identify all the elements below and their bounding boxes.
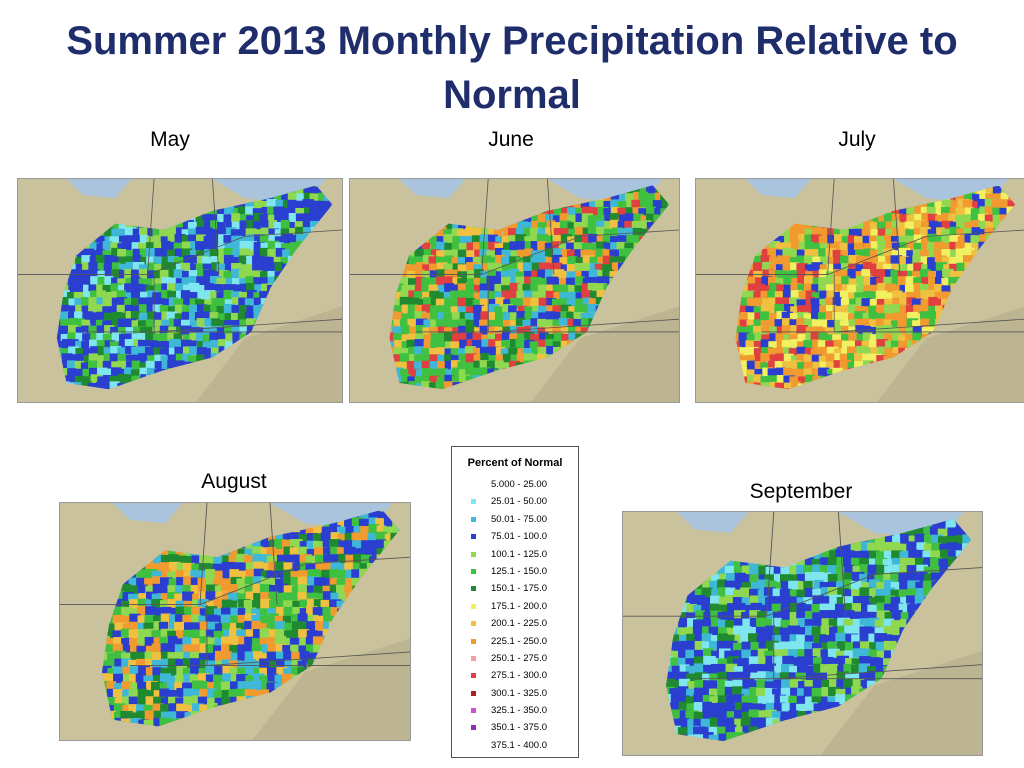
- legend-entry: 300.1 - 325.0: [452, 685, 578, 702]
- legend-swatch: [471, 499, 476, 505]
- legend-label: 75.01 - 100.0: [491, 531, 547, 543]
- legend-label: 325.1 - 350.0: [491, 705, 547, 717]
- legend-entry: 200.1 - 225.0: [452, 615, 578, 632]
- legend-swatch: [471, 551, 476, 557]
- legend-swatch: [471, 482, 476, 487]
- legend-swatch: [471, 742, 476, 748]
- legend-swatch: [471, 586, 476, 592]
- legend-label: 200.1 - 225.0: [491, 618, 547, 630]
- map-may: [17, 178, 343, 403]
- legend-swatch: [471, 638, 476, 644]
- legend-label: 50.01 - 75.00: [491, 513, 547, 525]
- legend-label: 250.1 - 275.0: [491, 652, 547, 664]
- legend-swatch: [471, 655, 476, 661]
- legend-swatch: [471, 673, 476, 679]
- legend-panel: Percent of Normal 5.000 - 25.00 25.01 - 5…: [451, 446, 579, 758]
- legend-label: 125.1 - 150.0: [491, 565, 547, 577]
- legend-entry: 275.1 - 300.0: [452, 667, 578, 684]
- legend-label: 350.1 - 375.0: [491, 722, 547, 734]
- legend-label: 5.000 - 25.00: [491, 479, 547, 490]
- map-september: [622, 511, 983, 756]
- legend-entry: 350.1 - 375.0: [452, 719, 578, 736]
- legend-title: Percent of Normal: [467, 457, 563, 469]
- legend-entry: 125.1 - 150.0: [452, 563, 578, 580]
- legend-swatch: [471, 534, 476, 540]
- legend-entry: 25.01 - 50.00: [452, 493, 578, 510]
- legend-swatch: [471, 603, 476, 609]
- month-label-june: June: [488, 128, 534, 151]
- legend-label: 100.1 - 125.0: [491, 548, 547, 560]
- month-label-july: July: [838, 128, 876, 151]
- map-july: [695, 178, 1024, 403]
- legend-entry: 225.1 - 250.0: [452, 633, 578, 650]
- legend-entry: 5.000 - 25.00: [452, 476, 578, 493]
- legend-entry: 75.01 - 100.0: [452, 528, 578, 545]
- legend-swatch: [471, 690, 476, 696]
- legend-entry: 100.1 - 125.0: [452, 546, 578, 563]
- legend-label: 225.1 - 250.0: [491, 635, 547, 647]
- legend-swatch: [471, 568, 476, 574]
- month-label-september: September: [749, 480, 853, 503]
- legend-entry: 150.1 - 175.0: [452, 580, 578, 597]
- map-august: [59, 502, 411, 741]
- legend-label: 300.1 - 325.0: [491, 687, 547, 699]
- legend-swatch: [471, 725, 476, 731]
- month-label-august: August: [201, 470, 267, 493]
- map-june: [349, 178, 680, 403]
- month-label-may: May: [150, 128, 190, 151]
- legend-entries: 5.000 - 25.00 25.01 - 50.00 50.01 - 75.00 7…: [452, 476, 578, 754]
- legend-entry: 250.1 - 275.0: [452, 650, 578, 667]
- slide-title: Summer 2013 Monthly Precipitation Relati…: [66, 19, 958, 117]
- legend-swatch: [471, 708, 476, 714]
- legend-swatch: [471, 621, 476, 627]
- legend-label: 175.1 - 200.0: [491, 600, 547, 612]
- legend-entry: 375.1 - 400.0: [452, 737, 578, 754]
- legend-label: 275.1 - 300.0: [491, 670, 547, 682]
- legend-entry: 50.01 - 75.00: [452, 511, 578, 528]
- legend-label: 375.1 - 400.0: [491, 739, 547, 751]
- legend-label: 25.01 - 50.00: [491, 496, 547, 508]
- legend-entry: 175.1 - 200.0: [452, 598, 578, 615]
- legend-entry: 325.1 - 350.0: [452, 702, 578, 719]
- legend-label: 150.1 - 175.0: [491, 583, 547, 595]
- legend-swatch: [471, 516, 476, 522]
